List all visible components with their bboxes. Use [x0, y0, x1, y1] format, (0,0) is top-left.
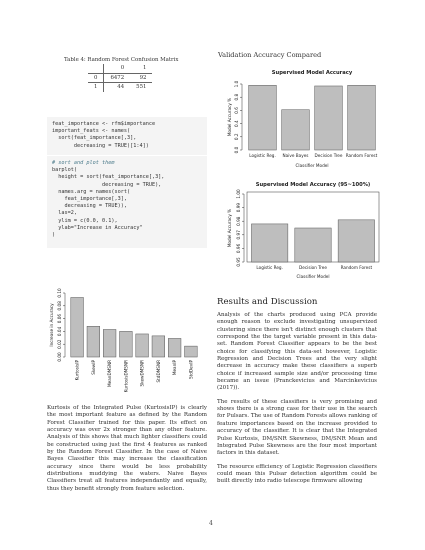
y-tick-label: 0.04: [57, 326, 62, 336]
y-tick-label: 0.96: [236, 243, 241, 253]
bar: [86, 326, 100, 358]
x-tick-label: Logistic Reg.: [256, 265, 283, 270]
code-block-barplot: # sort and plot them barplot( height = so…: [47, 156, 207, 248]
x-tick-label: KurtosisDMSNR: [123, 360, 128, 392]
table-cell: 1: [143, 65, 147, 72]
y-tick-label: 0.99: [236, 203, 241, 213]
bar: [337, 219, 375, 263]
y-tick-label: 0.08: [57, 301, 62, 311]
y-tick-label: 0.97: [236, 230, 241, 240]
code-line: barplot(: [52, 167, 77, 174]
table-cell: 551: [130, 82, 153, 92]
y-tick-label: 0.95: [236, 257, 241, 267]
accuracy-chart: Supervised Model Accuracy 0.0 0.2 0.4 0.6 0.8…: [227, 70, 378, 168]
paragraph: The resource efficiency of Logistic Regr…: [217, 463, 377, 485]
y-tick-label: 1.00: [236, 189, 241, 199]
results-heading: Results and Discussion: [217, 297, 318, 307]
x-tick-label: Decision Tree: [299, 265, 327, 270]
y-tick-label: 0.4: [234, 120, 239, 127]
code-line: las=2,: [52, 210, 77, 217]
x-tick-label: StdDMSNR: [156, 360, 161, 383]
x-tick-label: MeanIP: [172, 360, 177, 376]
bar: [347, 85, 376, 151]
code-line: feat_importance[,3],: [52, 196, 127, 203]
bar: [294, 227, 332, 263]
code-line: height = sort(feat_importance[,3],: [52, 174, 165, 181]
table-cell: 0: [88, 72, 104, 83]
paragraph: The results of these classifiers is very…: [217, 398, 377, 457]
code-line: feat_importance <- rfm$importance: [52, 121, 156, 127]
table-cell: 6472: [103, 72, 131, 83]
code-line: decreasing = TRUE)),: [52, 203, 127, 210]
y-tick-label: 0.2: [234, 133, 239, 140]
table-cell: 1: [88, 82, 104, 92]
x-tick-label: Logistic Reg.: [249, 153, 276, 158]
bar: [314, 85, 343, 151]
table-cell: 92: [130, 72, 153, 83]
page-number: 4: [209, 520, 213, 527]
y-tick-label: 0.06: [57, 314, 62, 324]
bar: [168, 338, 182, 358]
y-tick-label: 0.8: [234, 94, 239, 101]
x-tick-label: KurtosisIP: [75, 360, 80, 381]
x-tick-label: SkewDMSNR: [140, 360, 145, 387]
x-tick-label: Random Forest: [346, 153, 378, 158]
x-tick-label: Naive Bayes: [283, 153, 309, 158]
x-tick-label: SkewIP: [91, 360, 96, 375]
code-block-importance: feat_importance <- rfm$importance importa…: [47, 117, 207, 155]
x-axis-label: Classifier Model: [296, 274, 329, 279]
y-tick-label: 1.0: [234, 80, 239, 87]
table-header-row: 0 1: [88, 64, 152, 73]
bar: [103, 329, 117, 358]
paragraph: Kurtosis of the Integrated Pulse (Kurtos…: [47, 405, 207, 492]
bar: [248, 85, 277, 151]
x-tick-label: Random Forest: [341, 265, 373, 270]
x-axis-label: Classifier Model: [295, 163, 328, 168]
y-axis-label: Model Accuracy %: [227, 98, 232, 136]
confusion-matrix-table: 0 1 0 6472 92 1 44 551: [88, 64, 153, 92]
bar: [119, 331, 133, 358]
y-tick-label: 0.6: [234, 107, 239, 114]
code-line: ): [52, 232, 56, 239]
x-tick-label: Decision Tree: [315, 153, 343, 158]
table-caption: Table 4: Random Forest Confusion Matrix: [64, 57, 179, 63]
x-tick-label: StdDevIP: [188, 360, 193, 379]
code-line: names.arg = names(sort(: [52, 188, 131, 195]
x-tick-label: MeanDMSNR: [107, 360, 112, 387]
code-line: sort(feat_importance[,3],: [52, 135, 137, 142]
bar: [70, 297, 84, 358]
validation-heading: Validation Accuracy Compared: [218, 51, 322, 59]
bar: [135, 333, 149, 358]
y-tick-label: 0.98: [236, 216, 241, 226]
y-tick-label: 0.00: [57, 352, 62, 362]
bar: [184, 345, 198, 358]
accuracy-zoom-chart: Supervised Model Accuracy (95~100%) 0.95 0…: [227, 182, 380, 279]
table-row: 1 44 551: [88, 82, 153, 92]
code-line: important_feats <- names(: [52, 128, 131, 135]
y-axis-label: Increase in Accuracy: [49, 303, 54, 347]
y-tick-label: 0.10: [57, 288, 62, 298]
bar: [151, 335, 165, 358]
code-line: ylab="Increase in Accuracy": [52, 224, 143, 231]
bar: [251, 223, 289, 263]
paragraph: Analysis of the charts produced using PC…: [217, 312, 377, 392]
code-line: decreasing = TRUE),: [52, 181, 162, 188]
table-row: 0 6472 92: [88, 72, 153, 83]
code-line: ylim = c(0.0, 0.1),: [52, 217, 118, 224]
code-comment: # sort and plot them: [52, 160, 115, 166]
y-tick-label: 0.02: [57, 339, 62, 349]
y-axis-label: Model Accuracy %: [227, 209, 232, 247]
left-body-text: Kurtosis of the Integrated Pulse (Kurtos…: [47, 405, 207, 499]
bar: [281, 109, 310, 151]
chart-title: Supervised Model Accuracy: [272, 70, 353, 76]
table-cell: 0: [103, 64, 131, 73]
table-cell: 44: [103, 82, 131, 92]
table-cell: [88, 64, 104, 73]
chart-title: Supervised Model Accuracy (95~100%): [256, 182, 371, 188]
right-body-text: Analysis of the charts produced using PC…: [217, 312, 377, 492]
code-line: decreasing = TRUE)[1:4]): [52, 142, 149, 149]
y-tick-label: 0.0: [234, 146, 239, 153]
